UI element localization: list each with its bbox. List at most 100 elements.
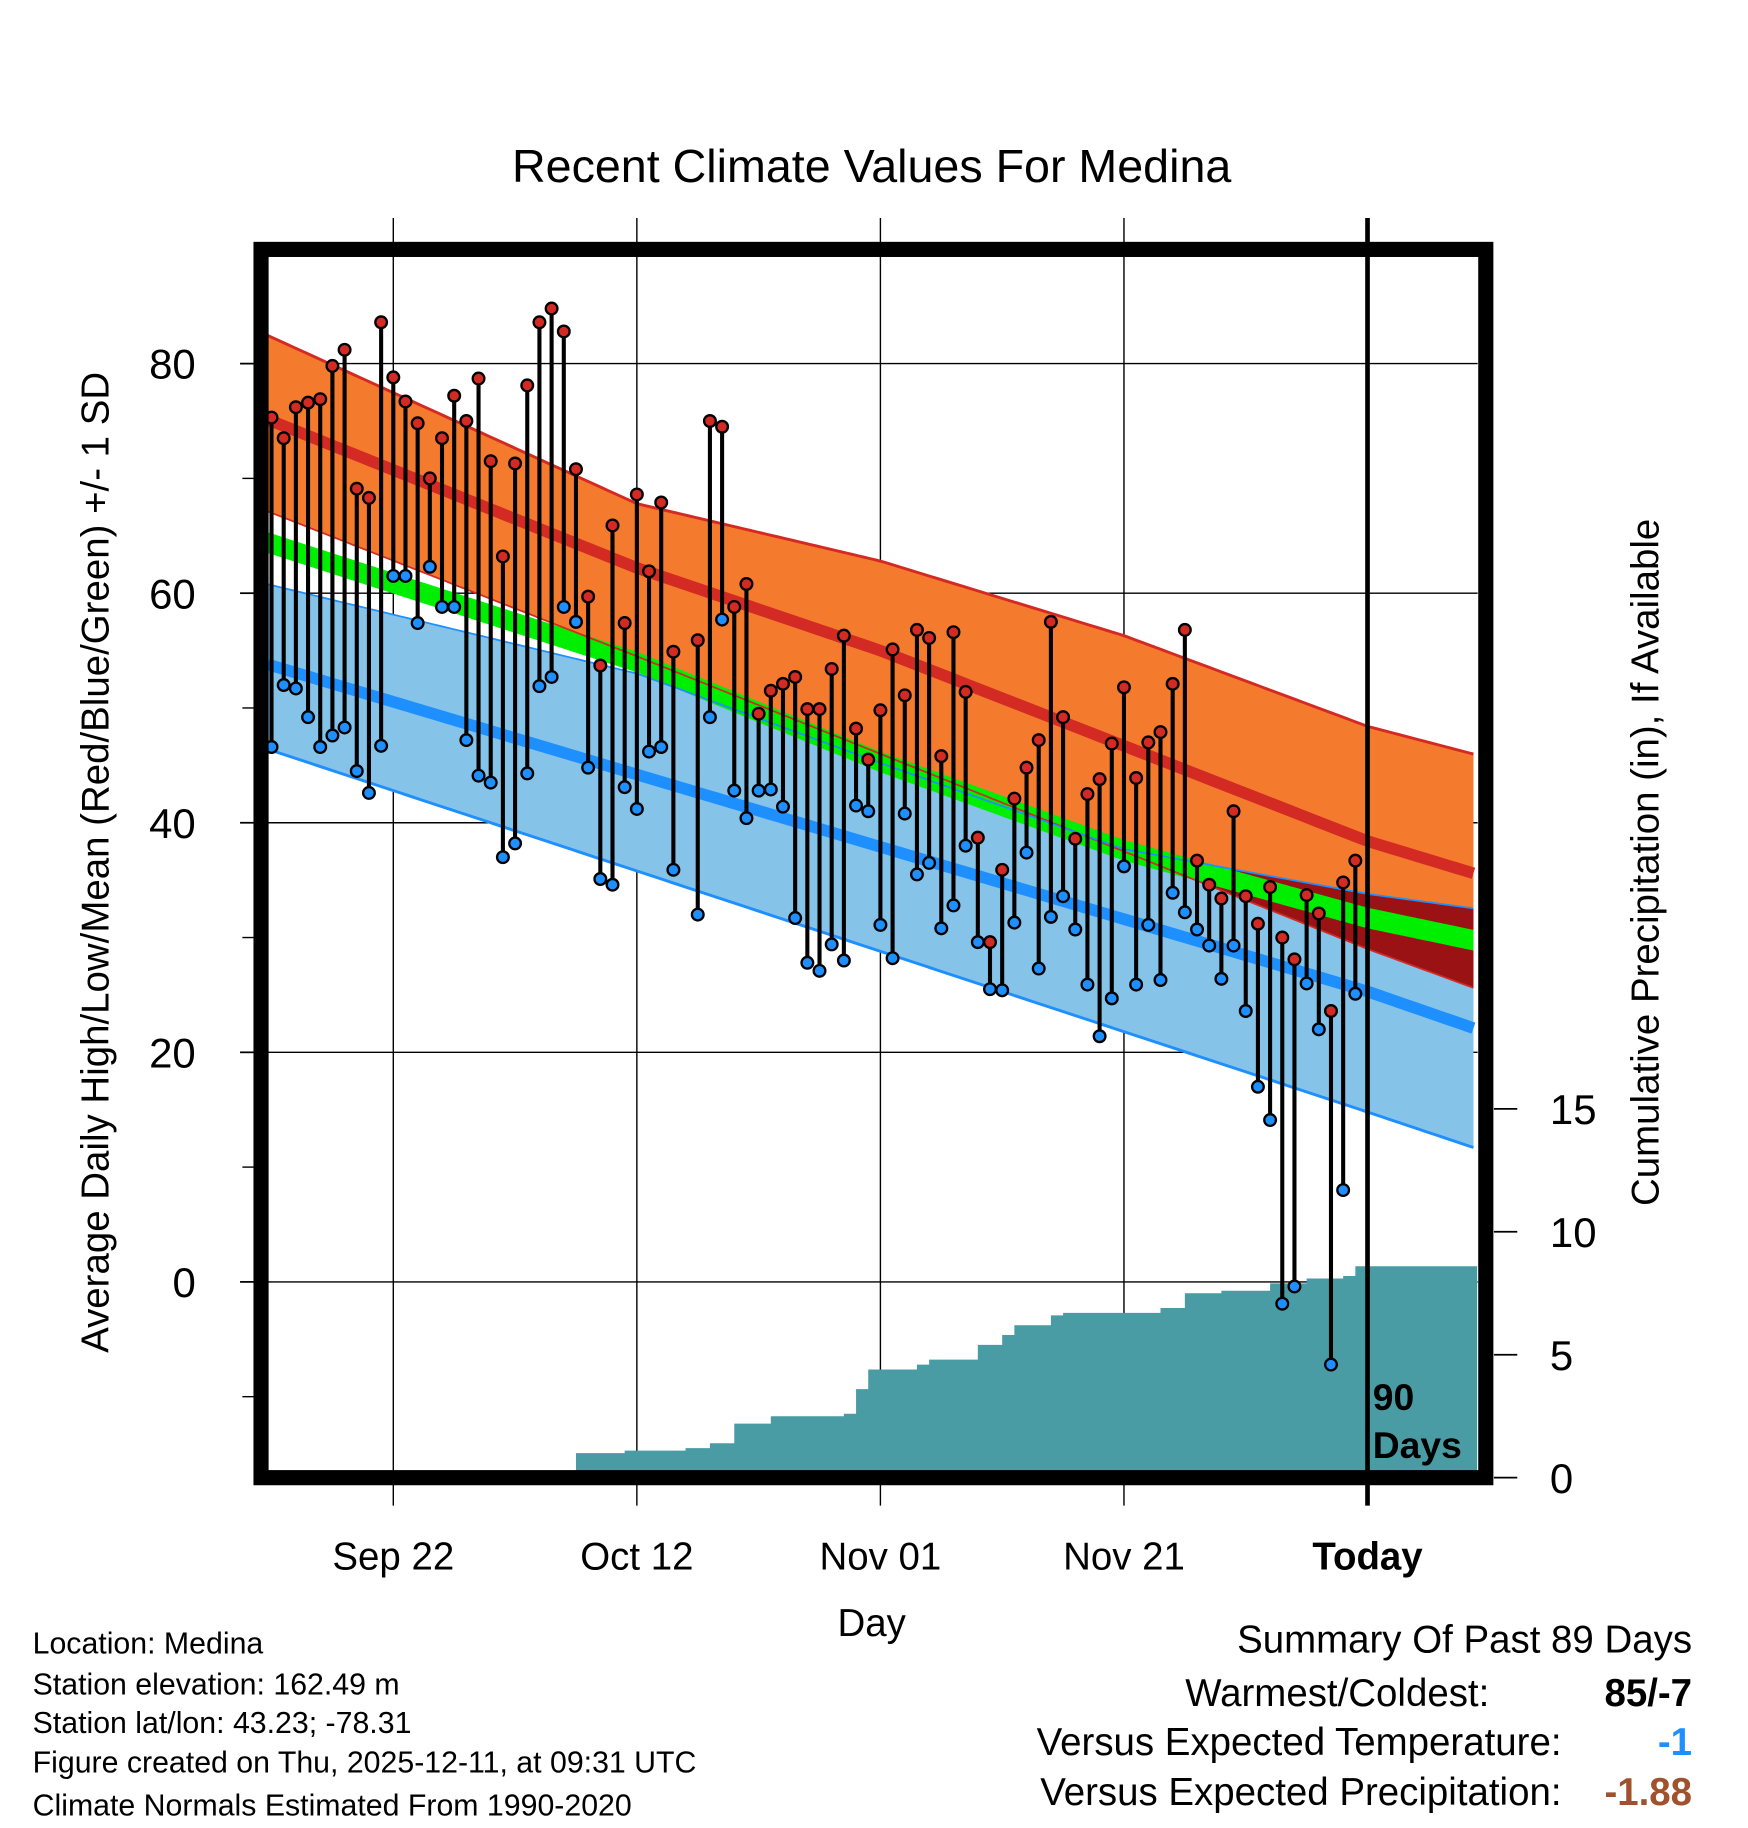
x-tick-label: Today bbox=[1312, 1536, 1423, 1579]
high-temp-point bbox=[995, 862, 1010, 877]
day-observation bbox=[325, 358, 340, 743]
day-observation bbox=[1299, 888, 1314, 991]
high-temp-point bbox=[1190, 853, 1205, 868]
high-temp-point bbox=[349, 481, 364, 496]
day-observation bbox=[276, 431, 291, 693]
low-temp-point bbox=[471, 768, 486, 783]
high-temp-point bbox=[1153, 725, 1168, 740]
day-observation bbox=[410, 416, 425, 631]
high-temp-point bbox=[1141, 735, 1156, 750]
high-temp-point bbox=[983, 935, 998, 950]
day-observation bbox=[946, 625, 961, 913]
x-axis-ticks: Sep 22 Oct 12 Nov 01 Nov 21 Today bbox=[332, 1536, 1423, 1579]
low-temp-point bbox=[873, 917, 888, 932]
y2-axis-label: Cumulative Precipitation (in), If Availa… bbox=[1624, 519, 1667, 1206]
high-temp-point bbox=[1068, 831, 1083, 846]
low-temp-point bbox=[1019, 845, 1034, 860]
day-observation bbox=[909, 622, 924, 882]
low-temp-point bbox=[885, 951, 900, 966]
high-temp-point bbox=[1007, 791, 1022, 806]
day-observation bbox=[1323, 1004, 1338, 1372]
low-temp-point bbox=[1311, 1022, 1326, 1037]
day-observation bbox=[1092, 772, 1107, 1044]
day-observation bbox=[849, 721, 864, 813]
low-temp-point bbox=[581, 760, 596, 775]
low-temp-point bbox=[1007, 915, 1022, 930]
low-temp-point bbox=[946, 898, 961, 913]
low-temp-point bbox=[410, 616, 425, 631]
low-temp-point bbox=[544, 669, 559, 684]
day-observation bbox=[386, 370, 401, 583]
day-observation bbox=[349, 481, 364, 779]
high-temp-point bbox=[410, 416, 425, 431]
low-temp-point bbox=[1250, 1079, 1265, 1094]
high-temp-point bbox=[751, 706, 766, 721]
day-observation bbox=[1056, 710, 1071, 904]
day-observation bbox=[471, 371, 486, 783]
high-temp-point bbox=[301, 395, 316, 410]
high-temp-point bbox=[361, 490, 376, 505]
low-temp-point bbox=[849, 798, 864, 813]
low-temp-point bbox=[922, 855, 937, 870]
high-temp-point bbox=[1311, 906, 1326, 921]
high-temp-point bbox=[1275, 930, 1290, 945]
high-temp-point bbox=[1263, 880, 1278, 895]
day-observation bbox=[1165, 676, 1180, 900]
day-observation bbox=[1080, 787, 1095, 992]
day-observation bbox=[508, 456, 523, 851]
low-temp-point bbox=[520, 766, 535, 781]
x-tick-label: Sep 22 bbox=[332, 1536, 454, 1579]
high-temp-point bbox=[1336, 875, 1351, 890]
day-observation bbox=[654, 495, 669, 754]
high-temp-point bbox=[812, 702, 827, 717]
low-temp-point bbox=[824, 937, 839, 952]
low-temp-point bbox=[313, 740, 328, 754]
day-observation bbox=[812, 702, 827, 978]
day-observation bbox=[581, 589, 596, 775]
high-temp-point bbox=[459, 414, 474, 428]
low-temp-point bbox=[995, 983, 1010, 998]
low-temp-point bbox=[1177, 905, 1192, 920]
y-tick-label: 0 bbox=[172, 1259, 195, 1306]
low-temp-point bbox=[1092, 1029, 1107, 1044]
low-temp-point bbox=[556, 599, 571, 614]
low-normal-line bbox=[268, 658, 1476, 1034]
low-temp-point bbox=[1214, 971, 1229, 986]
footer-latlon: Station lat/lon: 43.23; -78.31 bbox=[33, 1707, 412, 1740]
high-temp-point bbox=[556, 324, 571, 339]
day-observation bbox=[922, 630, 937, 870]
high-temp-point bbox=[435, 431, 450, 446]
day-observation bbox=[617, 616, 632, 795]
day-observation bbox=[1275, 930, 1290, 1311]
y-tick-label: 60 bbox=[149, 570, 196, 617]
today-annotation-days: Days bbox=[1373, 1424, 1462, 1466]
day-observation bbox=[361, 490, 376, 800]
y-tick-label: 20 bbox=[149, 1029, 196, 1076]
y2-axis-ticks: 0 5 10 15 bbox=[1493, 1086, 1597, 1502]
day-observation bbox=[763, 683, 778, 797]
day-observation bbox=[422, 471, 437, 574]
high-temp-point bbox=[471, 371, 486, 386]
low-temp-point bbox=[276, 678, 291, 693]
day-observation bbox=[483, 454, 498, 790]
high-temp-point bbox=[276, 431, 291, 446]
high-temp-point bbox=[970, 830, 985, 845]
day-observation bbox=[1263, 880, 1278, 1128]
high-temp-point bbox=[946, 625, 961, 640]
high-temp-point bbox=[581, 589, 596, 604]
high-temp-point bbox=[593, 658, 608, 673]
high-temp-point bbox=[861, 752, 876, 767]
low-temp-point bbox=[422, 559, 437, 574]
low-temp-point bbox=[617, 780, 632, 795]
day-observation bbox=[1007, 791, 1022, 930]
high-temp-point bbox=[1031, 733, 1046, 748]
high-temp-point bbox=[1165, 676, 1180, 691]
high-temp-point bbox=[1323, 1004, 1338, 1018]
high-temp-point bbox=[617, 616, 632, 631]
low-temp-point bbox=[1202, 938, 1217, 953]
y-tick-label: 80 bbox=[149, 341, 196, 388]
low-temp-point bbox=[1104, 991, 1119, 1006]
summary-panel: Summary Of Past 89 Days Warmest/Coldest:… bbox=[1037, 1618, 1692, 1814]
high-temp-point bbox=[605, 518, 620, 533]
low-temp-point bbox=[909, 867, 924, 882]
